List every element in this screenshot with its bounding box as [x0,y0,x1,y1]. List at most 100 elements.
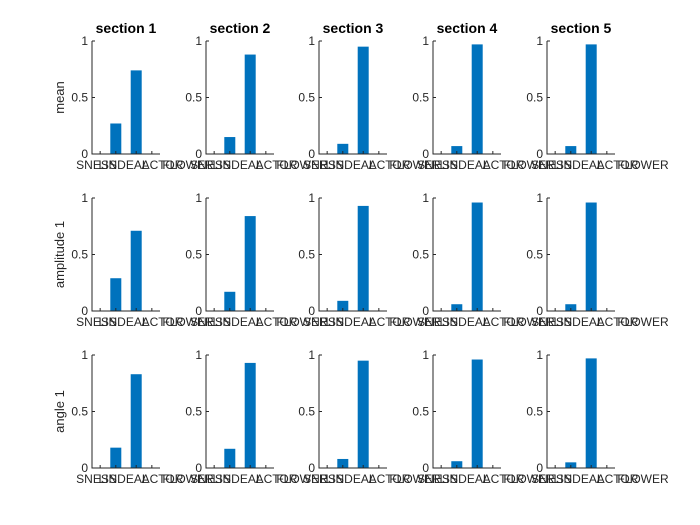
x-tick-label-flower: FLOWER [389,315,441,329]
axes [318,198,387,312]
section-title-4: section 4 [437,20,498,36]
y-tick-label: 1 [536,34,543,48]
x-tick-label-flower: FLOWER [503,158,555,172]
x-tick-label-sness: SNESS [303,472,344,486]
x-tick-label-lindeal: LINDEAL [553,315,603,329]
y-tick-label: 0 [536,461,543,475]
bar-actor [130,374,142,468]
section-title-3: section 3 [323,20,384,36]
bar-actor [585,202,597,311]
bar-actor [471,202,483,311]
y-tick-label: 0.5 [185,248,202,262]
x-tick-label-sness: SNESS [76,158,117,172]
x-tick-label-lindeal: LINDEAL [212,158,262,172]
y-tick-label: 1 [308,191,315,205]
bar-actor [357,205,369,311]
y-tick-label: 0.5 [185,91,202,105]
x-tick-label-lindeal: LINDEAL [98,472,148,486]
x-tick-label-actor: ACTOR [142,158,184,172]
x-tick-label-actor: ACTOR [597,158,639,172]
bar-actor [585,358,597,468]
x-tick-label-flower: FLOWER [503,472,555,486]
y-tick-label: 0 [422,147,429,161]
y-tick-label: 0 [195,461,202,475]
y-tick-label: 1 [195,34,202,48]
x-tick-label-flower: FLOWER [162,472,214,486]
bar-actor [244,54,256,155]
x-tick-label-flower: FLOWER [276,158,328,172]
x-tick-label-actor: ACTOR [142,315,184,329]
x-tick-label-sness: SNESS [417,472,458,486]
bar-actor [471,44,483,154]
axes [318,355,387,469]
axes [546,198,615,312]
bar-actor [130,70,142,154]
x-tick-label-actor: ACTOR [256,472,298,486]
bar-lindeal [565,304,577,311]
x-tick-label-lindeal: LINDEAL [212,315,262,329]
bar-lindeal [451,304,463,311]
y-tick-label: 0.5 [71,405,88,419]
x-tick-label-lindeal: LINDEAL [212,472,262,486]
y-tick-label: 0 [308,147,315,161]
x-tick-label-flower: FLOWER [503,315,555,329]
x-tick-label-actor: ACTOR [256,315,298,329]
axes [432,198,501,312]
y-tick-label: 0.5 [185,405,202,419]
y-tick-label: 0 [422,304,429,318]
y-tick-label: 0 [81,461,88,475]
x-tick-label-lindeal: LINDEAL [98,315,148,329]
x-tick-label-lindeal: LINDEAL [325,158,375,172]
x-tick-label-lindeal: LINDEAL [325,472,375,486]
y-tick-label: 0 [81,304,88,318]
x-tick-label-flower: FLOWER [276,315,328,329]
row-label-3: angle 1 [52,390,67,433]
bar-lindeal [110,123,122,154]
y-tick-label: 0.5 [526,405,543,419]
y-tick-label: 0 [195,304,202,318]
x-tick-label-flower: FLOWER [617,472,669,486]
axes [546,41,615,155]
y-tick-label: 1 [422,191,429,205]
bar-lindeal [224,291,236,311]
bar-actor [244,362,256,468]
x-tick-label-actor: ACTOR [369,315,411,329]
y-tick-label: 1 [422,34,429,48]
x-tick-label-sness: SNESS [531,315,572,329]
x-tick-label-lindeal: LINDEAL [325,315,375,329]
y-tick-label: 1 [81,34,88,48]
x-tick-label-flower: FLOWER [617,158,669,172]
y-tick-label: 0 [195,147,202,161]
y-tick-label: 0.5 [526,91,543,105]
y-tick-label: 0.5 [412,405,429,419]
y-tick-label: 0 [81,147,88,161]
bar-lindeal [224,137,236,154]
bar-lindeal [337,300,349,311]
y-tick-label: 0.5 [298,91,315,105]
y-tick-label: 1 [195,348,202,362]
x-tick-label-lindeal: LINDEAL [439,472,489,486]
x-tick-label-actor: ACTOR [483,158,525,172]
x-tick-label-actor: ACTOR [369,472,411,486]
y-tick-label: 0 [536,304,543,318]
x-tick-label-actor: ACTOR [597,472,639,486]
axes [432,41,501,155]
section-title-5: section 5 [551,20,612,36]
bar-lindeal [110,447,122,468]
bar-actor [130,230,142,311]
bar-lindeal [224,448,236,468]
y-tick-label: 0 [536,147,543,161]
